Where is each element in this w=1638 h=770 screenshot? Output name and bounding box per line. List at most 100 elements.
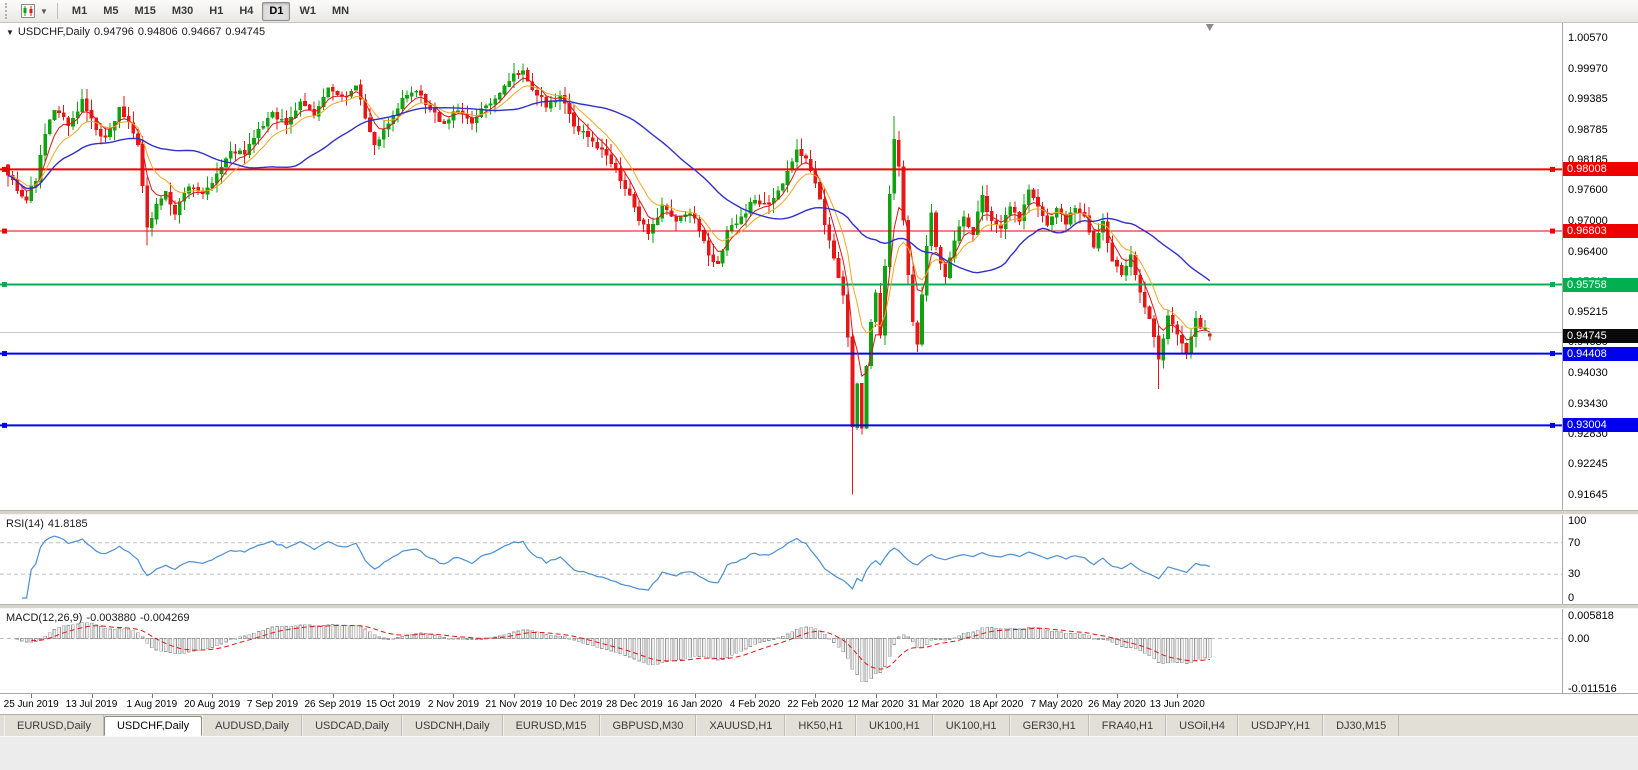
time-label[interactable]: 4 Feb 2020 <box>729 699 781 710</box>
macd-name: MACD(12,26,9) <box>6 612 83 624</box>
time-label[interactable]: 7 May 2020 <box>1030 699 1083 710</box>
price-level-tag[interactable]: 0.98008 <box>1563 162 1638 177</box>
chart-tab-dj30-m15[interactable]: DJ30,M15 <box>1323 715 1400 736</box>
rsi-value: 41.8185 <box>47 518 88 530</box>
time-label[interactable]: 28 Dec 2019 <box>606 699 663 710</box>
chevron-down-icon[interactable]: ▼ <box>40 6 48 16</box>
time-label[interactable]: 15 Oct 2019 <box>365 699 421 710</box>
candlestick-chart[interactable] <box>0 23 1562 510</box>
time-label[interactable]: 21 Nov 2019 <box>485 699 543 710</box>
time-label[interactable]: 16 Jan 2020 <box>667 699 723 710</box>
moving-averages-group <box>7 77 1211 377</box>
time-label[interactable]: 12 Mar 2020 <box>847 699 904 710</box>
rsi-label: RSI(14) 41.8185 <box>6 518 92 530</box>
timeframe-button-m1[interactable]: M1 <box>71 4 88 17</box>
price-tick-label: 0.99385 <box>1568 92 1608 105</box>
chart-tab-uk100-h1[interactable]: UK100,H1 <box>856 715 933 736</box>
chart-tab-hk50-h1[interactable]: HK50,H1 <box>785 715 857 736</box>
time-label[interactable]: 25 Jun 2019 <box>3 699 59 710</box>
time-tick <box>936 694 937 698</box>
time-tick <box>1116 694 1118 698</box>
chart-tab-usdchf-daily[interactable]: USDCHF,Daily <box>103 716 203 736</box>
macd-tick-label: -0.011516 <box>1568 683 1617 693</box>
timeframes-toolbar: ▼ M1 M5 M15 M30 H1 H4 D1 W1 MN <box>0 0 1638 23</box>
chart-tab-ger30-h1[interactable]: GER30,H1 <box>1009 715 1089 736</box>
price-tick-label: 0.92245 <box>1568 458 1608 471</box>
time-label[interactable]: 31 Mar 2020 <box>907 699 965 710</box>
macd-tick-label: 0.00 <box>1568 632 1590 645</box>
time-label[interactable]: 2 Nov 2019 <box>427 699 480 710</box>
time-tick <box>815 694 817 698</box>
time-tick <box>31 694 33 698</box>
timeframe-button-d1[interactable]: D1 <box>262 1 291 21</box>
time-tick <box>996 694 998 698</box>
timeframe-button-h4[interactable]: H4 <box>239 4 254 17</box>
macd-panel[interactable]: MACD(12,26,9) -0.003880 -0.004269 0.005818… <box>0 609 1638 693</box>
horizontal-lines-group[interactable] <box>0 166 1562 428</box>
panel-splitter[interactable] <box>0 510 1638 515</box>
panel-splitter[interactable] <box>0 604 1638 609</box>
time-tick <box>574 694 576 698</box>
time-tick <box>875 694 877 698</box>
timeframe-button-m30[interactable]: M30 <box>171 4 194 17</box>
price-level-tag[interactable]: 0.94408 <box>1563 346 1638 361</box>
moving-average-line <box>7 99 1211 282</box>
time-label[interactable]: 18 Apr 2020 <box>969 699 1024 710</box>
rsi-chart[interactable] <box>0 515 1562 604</box>
macd-chart[interactable] <box>0 609 1562 693</box>
time-label[interactable]: 13 Jun 2020 <box>1149 699 1205 710</box>
ohlc-close: 0.94745 <box>225 26 266 38</box>
chart-tab-usdcad-daily[interactable]: USDCAD,Daily <box>302 715 403 736</box>
macd-signal-line <box>31 624 1210 670</box>
main-chart-panel[interactable]: ▼ USDCHF,Daily 0.94796 0.94806 0.94667 0.9474… <box>0 23 1638 510</box>
chart-tab-eurusd-m15[interactable]: EURUSD,M15 <box>502 715 600 736</box>
price-level-tag[interactable]: 0.95758 <box>1563 277 1638 292</box>
chart-tab-audusd-daily[interactable]: AUDUSD,Daily <box>202 715 303 736</box>
macd-axis[interactable]: 0.005818 0.00 -0.011516 <box>1562 609 1638 693</box>
chart-tab-gbpusd-m30[interactable]: GBPUSD,M30 <box>599 715 697 736</box>
time-axis[interactable]: 25 Jun 2019 13 Jul 2019 1 Aug 2019 20 Aug 2… <box>0 693 1638 714</box>
rsi-name: RSI(14) <box>6 518 44 530</box>
toolbar-grip[interactable] <box>5 3 11 19</box>
time-label[interactable]: 13 Jul 2019 <box>65 699 118 710</box>
chart-shift-marker[interactable] <box>1205 24 1214 31</box>
time-label[interactable]: 26 Sep 2019 <box>304 699 362 710</box>
price-level-tag[interactable]: 0.96803 <box>1563 224 1638 239</box>
price-tick-label: 0.99970 <box>1568 63 1608 76</box>
ohlc-high: 0.94806 <box>137 26 178 38</box>
chart-tab-usdcnh-daily[interactable]: USDCNH,Daily <box>402 715 503 736</box>
chart-tab-uk100-h1[interactable]: UK100,H1 <box>932 715 1010 736</box>
timeframe-button-w1[interactable]: W1 <box>299 4 316 17</box>
price-tick-label: 0.91645 <box>1568 488 1608 501</box>
price-tick-label: 0.98785 <box>1568 123 1608 136</box>
chart-type-button[interactable] <box>16 1 40 21</box>
rsi-tick-label: 70 <box>1568 536 1581 549</box>
chart-tab-eurusd-daily[interactable]: EURUSD,Daily <box>4 715 104 736</box>
candles-group <box>6 62 1212 495</box>
time-tick <box>212 694 214 698</box>
rsi-axis[interactable]: 100 70 30 0 <box>1562 515 1638 604</box>
symbol-label: USDCHF,Daily <box>17 26 91 38</box>
chart-tab-usoil-h4[interactable]: USOil,H4 <box>1166 715 1238 736</box>
time-label[interactable]: 20 Aug 2019 <box>184 699 241 710</box>
macd-tick-label: 0.005818 <box>1568 610 1614 622</box>
timeframe-button-h1[interactable]: H1 <box>209 4 224 17</box>
timeframe-button-m5[interactable]: M5 <box>103 4 119 17</box>
time-label[interactable]: 1 Aug 2019 <box>126 699 178 710</box>
time-label[interactable]: 22 Feb 2020 <box>787 699 844 710</box>
timeframe-button-mn[interactable]: MN <box>331 4 350 17</box>
chart-tab-fra40-h1[interactable]: FRA40,H1 <box>1088 715 1167 736</box>
price-axis[interactable]: 1.00570 0.99970 0.99385 0.98785 0.98185 0.976… <box>1562 23 1638 510</box>
timeframe-button-m15[interactable]: M15 <box>134 4 156 17</box>
expand-arrow-icon[interactable]: ▼ <box>6 28 14 37</box>
ohlc-low: 0.94667 <box>181 26 222 38</box>
time-label[interactable]: 26 May 2020 <box>1088 699 1146 710</box>
time-tick <box>634 694 636 698</box>
rsi-panel[interactable]: RSI(14) 41.8185 100 70 30 0 <box>0 515 1638 604</box>
time-tick <box>332 694 334 698</box>
chart-tab-usdjpy-h1[interactable]: USDJPY,H1 <box>1237 715 1324 736</box>
chart-tab-xauusd-h1[interactable]: XAUUSD,H1 <box>696 715 786 736</box>
time-label[interactable]: 10 Dec 2019 <box>545 699 603 710</box>
price-level-tag[interactable]: 0.93004 <box>1563 418 1638 433</box>
time-label[interactable]: 7 Sep 2019 <box>246 699 299 710</box>
